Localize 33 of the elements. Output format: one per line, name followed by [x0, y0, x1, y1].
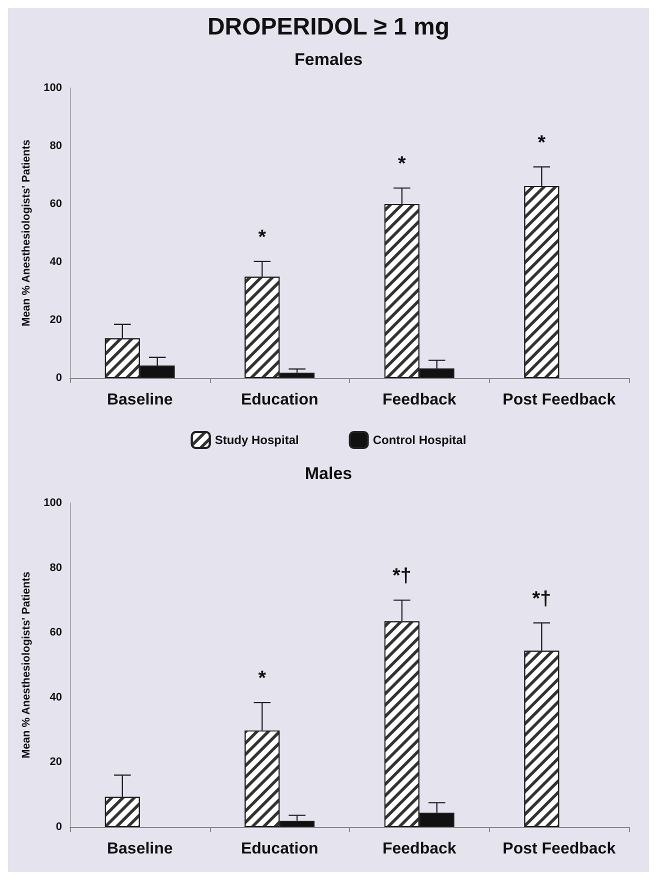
x-tick-label: Feedback	[382, 392, 456, 408]
x-tick-label: Education	[240, 392, 318, 408]
annotation: *	[258, 226, 266, 248]
y-tick-label: 0	[56, 372, 62, 384]
chart-subtitle: Females	[294, 50, 363, 69]
x-tick-label: Post Feedback	[502, 392, 616, 408]
y-axis-title: Mean % Anesthesiologists' Patients	[20, 572, 32, 758]
y-tick-label: 40	[50, 691, 62, 704]
annotation: *†	[532, 588, 552, 610]
annotation: *	[258, 668, 266, 690]
y-axis-title: Mean % Anesthesiologists' Patients	[20, 140, 32, 326]
x-tick-label: Post Feedback	[502, 840, 616, 858]
y-tick-label: 20	[50, 756, 62, 768]
y-tick-label: 0	[56, 821, 62, 833]
chart-title: DROPERIDOL ≥ 1 mg	[207, 14, 450, 40]
chart-title: Males	[304, 464, 352, 483]
y-tick-label: 100	[44, 82, 62, 94]
y-tick-label: 80	[50, 562, 62, 574]
y-tick-label: 80	[50, 140, 62, 152]
legend-label: Study Hospital	[214, 433, 299, 447]
y-tick-label: 40	[50, 256, 62, 268]
x-tick-label: Education	[240, 840, 318, 858]
annotation: *	[398, 153, 406, 176]
x-tick-label: Baseline	[106, 840, 173, 858]
legend-label: Control Hospital	[372, 433, 466, 447]
y-tick-label: 100	[44, 497, 62, 509]
x-tick-label: Feedback	[382, 840, 456, 858]
y-tick-label: 60	[50, 626, 62, 639]
annotation: *†	[392, 565, 412, 588]
y-tick-label: 60	[50, 198, 62, 210]
annotation: *	[538, 132, 546, 154]
x-tick-label: Baseline	[106, 392, 173, 408]
y-tick-label: 20	[50, 314, 62, 326]
